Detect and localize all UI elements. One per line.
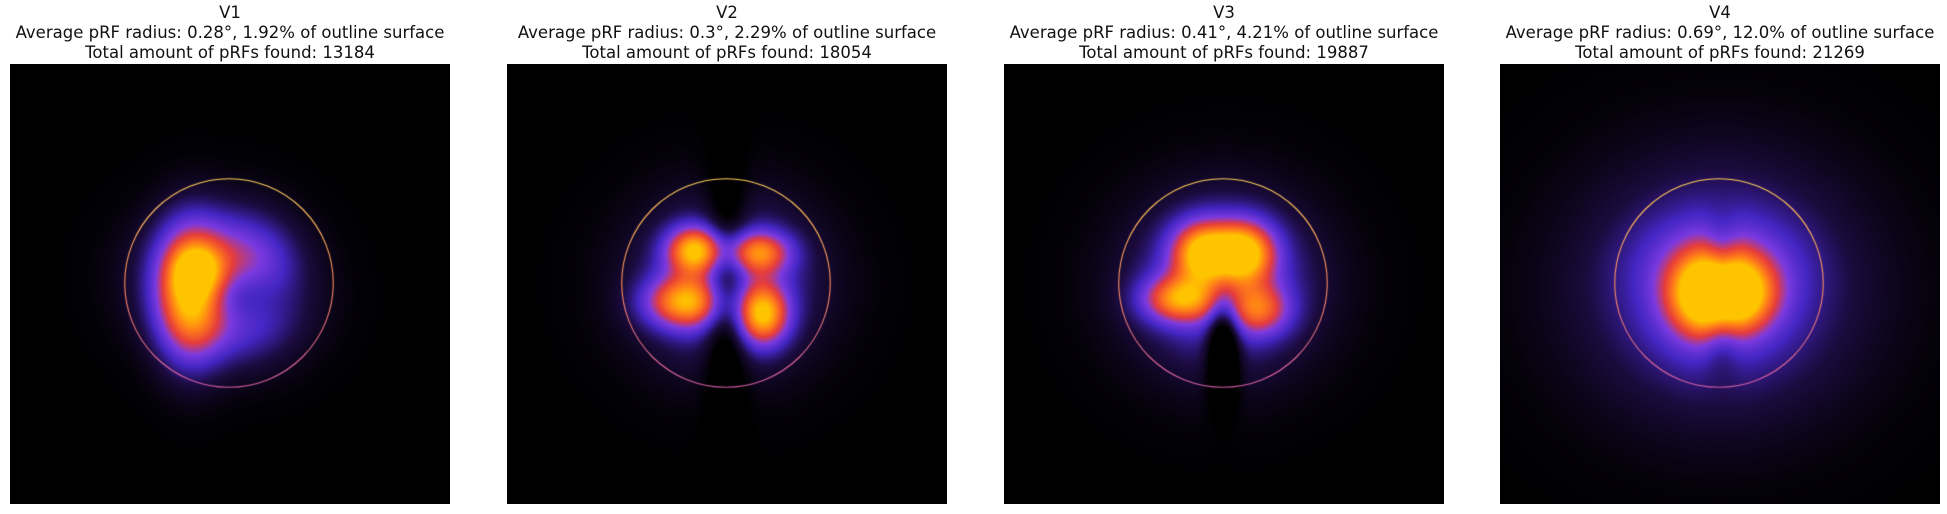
panel-v4: V4 Average pRF radius: 0.69°, 12.0% of o… <box>1490 0 1947 514</box>
heatmap-v2 <box>507 64 947 504</box>
panel-title: V1 <box>219 3 241 22</box>
panel-subtitle: Average pRF radius: 0.28°, 1.92% of outl… <box>15 23 445 42</box>
panel-v2: V2 Average pRF radius: 0.3°, 2.29% of ou… <box>497 0 957 514</box>
heatmap-v1 <box>10 64 450 504</box>
panel-title: V2 <box>716 3 738 22</box>
panel-subtitle: Average pRF radius: 0.41°, 4.21% of outl… <box>1009 23 1439 42</box>
panel-caption: Total amount of pRFs found: 13184 <box>85 43 375 62</box>
panel-title: V3 <box>1213 3 1235 22</box>
panel-subtitle: Average pRF radius: 0.69°, 12.0% of outl… <box>1505 23 1935 42</box>
panel-titles: V4 Average pRF radius: 0.69°, 12.0% of o… <box>1490 3 1947 63</box>
panel-v1: V1 Average pRF radius: 0.28°, 1.92% of o… <box>0 0 460 514</box>
panel-v3: V3 Average pRF radius: 0.41°, 4.21% of o… <box>994 0 1454 514</box>
panel-caption: Total amount of pRFs found: 18054 <box>582 43 872 62</box>
panel-caption: Total amount of pRFs found: 19887 <box>1079 43 1369 62</box>
heatmap-v3 <box>1004 64 1444 504</box>
panel-titles: V3 Average pRF radius: 0.41°, 4.21% of o… <box>994 3 1454 63</box>
panel-caption: Total amount of pRFs found: 21269 <box>1575 43 1865 62</box>
panel-title: V4 <box>1709 3 1731 22</box>
panel-titles: V1 Average pRF radius: 0.28°, 1.92% of o… <box>0 3 460 63</box>
heatmap-v4 <box>1500 64 1940 504</box>
panel-titles: V2 Average pRF radius: 0.3°, 2.29% of ou… <box>497 3 957 63</box>
panel-subtitle: Average pRF radius: 0.3°, 2.29% of outli… <box>517 23 937 42</box>
